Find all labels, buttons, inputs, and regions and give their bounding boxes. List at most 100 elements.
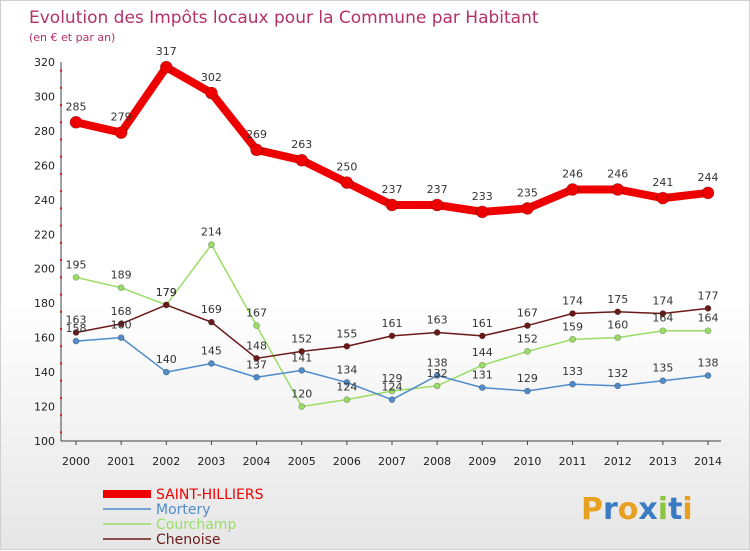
y-tick-label: 220 (34, 228, 55, 241)
data-point (117, 320, 125, 328)
data-label: 317 (156, 45, 177, 58)
data-label: 177 (698, 289, 719, 302)
data-point (295, 153, 309, 167)
x-tick-label: 2005 (288, 455, 316, 468)
y-tick-label: 320 (34, 56, 55, 69)
y-tick-label: 140 (34, 366, 55, 379)
data-label: 302 (201, 71, 222, 84)
data-label: 241 (652, 176, 673, 189)
data-point (298, 348, 306, 355)
data-point (388, 387, 396, 395)
data-label: 159 (562, 320, 583, 333)
axes: 100 120 140 160 180 200 220 240 260 280 300 320 2000… (34, 56, 722, 468)
data-point (253, 355, 260, 362)
y-tick-label: 160 (34, 332, 55, 345)
data-point (388, 396, 396, 403)
data-point (72, 337, 80, 345)
data-label: 195 (66, 258, 87, 271)
data-point (72, 274, 80, 281)
data-point (478, 332, 486, 340)
data-label: 164 (652, 312, 673, 325)
x-tick-label: 2006 (333, 455, 361, 468)
data-label: 168 (111, 305, 132, 318)
data-label: 138 (698, 357, 719, 370)
x-tick-label: 2009 (468, 455, 496, 468)
data-point (569, 380, 576, 388)
data-label: 237 (382, 183, 403, 196)
data-label: 169 (201, 303, 222, 316)
data-label: 137 (246, 358, 267, 371)
data-label: 269 (246, 128, 267, 141)
data-label: 263 (291, 138, 312, 151)
data-point (433, 329, 441, 336)
data-label: 124 (382, 381, 403, 394)
data-point (208, 241, 215, 248)
data-point (208, 318, 215, 326)
data-point (433, 372, 441, 379)
data-point (162, 368, 170, 376)
x-tick-label: 2014 (694, 455, 722, 468)
data-label: 134 (336, 363, 357, 376)
data-label: 279 (111, 111, 132, 124)
logo-letter: o (618, 492, 639, 527)
data-label: 161 (382, 317, 403, 330)
data-label: 158 (66, 322, 87, 335)
data-point (162, 301, 170, 309)
data-label: 237 (427, 183, 448, 196)
x-tick-label: 2001 (107, 455, 135, 468)
logo-text: Proxiti (581, 492, 693, 527)
data-label: 145 (201, 344, 222, 357)
data-label: 160 (111, 319, 132, 332)
data-point (614, 334, 622, 341)
logo-letter: r (603, 492, 618, 527)
data-label: 179 (156, 286, 177, 299)
logo-letter: P (581, 492, 603, 527)
data-point (114, 126, 128, 139)
data-point (253, 322, 260, 329)
x-tick-label: 2003 (197, 455, 225, 468)
data-point (611, 183, 625, 196)
data-point (521, 202, 534, 215)
data-label: 129 (382, 372, 403, 385)
y-tick-label: 100 (34, 435, 55, 448)
data-label: 140 (156, 353, 177, 366)
data-label: 246 (562, 167, 583, 180)
data-label: 167 (246, 307, 267, 320)
x-tick-label: 2004 (243, 455, 271, 468)
proxiti-logo: Proxiti (581, 492, 693, 527)
data-label: 133 (562, 365, 583, 378)
data-point (433, 382, 441, 390)
data-point (385, 198, 399, 212)
data-point (117, 334, 125, 341)
y-tick-label: 240 (34, 194, 55, 207)
data-label: 155 (336, 327, 357, 340)
legend-label: Courchamp (156, 517, 236, 533)
data-label: 124 (336, 381, 357, 394)
x-tick-label: 2013 (649, 455, 677, 468)
x-tick-label: 2007 (378, 455, 406, 468)
data-label: 214 (201, 226, 222, 239)
data-point (343, 342, 351, 350)
data-label: 120 (291, 388, 312, 401)
data-point (298, 403, 306, 410)
y-tick-label: 300 (34, 90, 55, 103)
data-label: 161 (472, 317, 493, 330)
data-point (253, 373, 260, 381)
data-point (343, 396, 351, 403)
data-point (72, 329, 80, 336)
logo-letter: t (668, 492, 682, 527)
data-point (475, 205, 489, 219)
data-label: 233 (472, 190, 493, 203)
data-label: 163 (66, 313, 87, 326)
data-point (701, 186, 715, 200)
data-point (69, 115, 83, 129)
data-point (659, 377, 667, 385)
y-tick-label: 120 (34, 401, 55, 414)
data-point (524, 322, 531, 329)
chart-subtitle: (en € et par an) (29, 31, 115, 44)
data-label: 141 (291, 351, 312, 364)
data-point (569, 310, 576, 317)
